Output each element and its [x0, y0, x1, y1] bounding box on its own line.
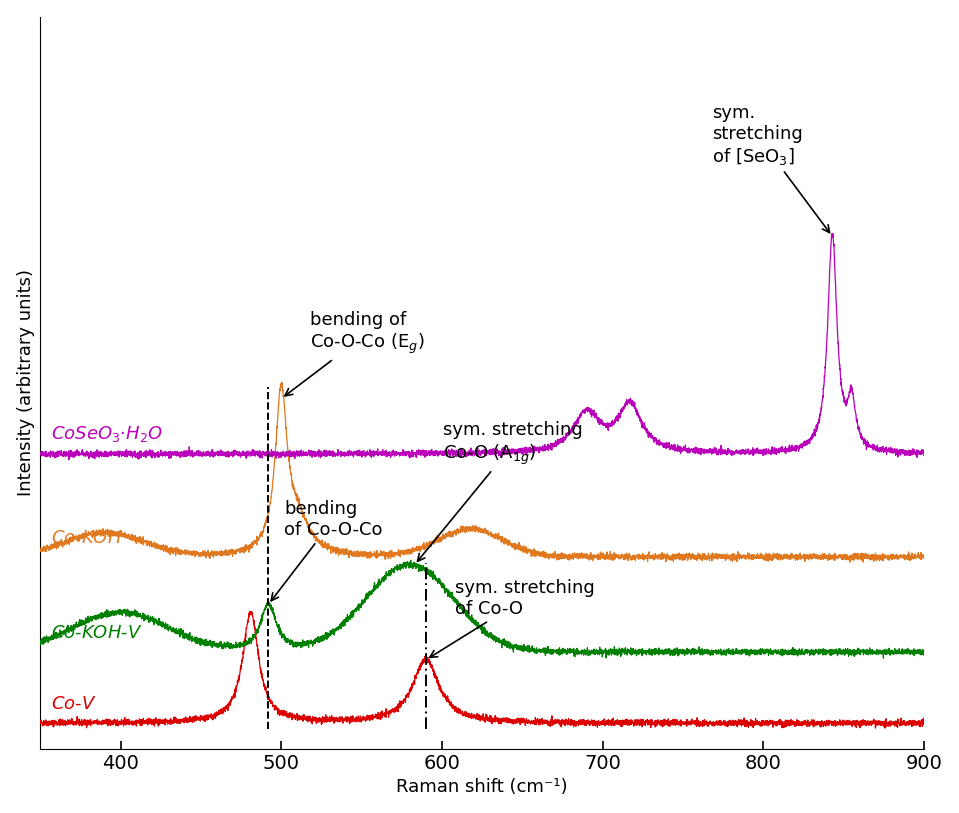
- X-axis label: Raman shift (cm⁻¹): Raman shift (cm⁻¹): [396, 778, 568, 796]
- Y-axis label: Intensity (arbitrary units): Intensity (arbitrary units): [16, 269, 35, 496]
- Text: bending of
Co-O-Co (E$_g$): bending of Co-O-Co (E$_g$): [285, 311, 425, 396]
- Text: sym. stretching
Co-O (A$_{1g}$): sym. stretching Co-O (A$_{1g}$): [417, 421, 583, 561]
- Text: $\it{Co}$-$\it{KOH}$: $\it{Co}$-$\it{KOH}$: [52, 529, 123, 547]
- Text: sym. stretching
of Co-O: sym. stretching of Co-O: [430, 579, 595, 658]
- Text: $\it{CoSeO_3}$$\cdot$$\it{H_2O}$: $\it{CoSeO_3}$$\cdot$$\it{H_2O}$: [52, 424, 163, 444]
- Text: $\it{Co}$-$\it{V}$: $\it{Co}$-$\it{V}$: [52, 695, 97, 713]
- Text: sym.
stretching
of [SeO$_3$]: sym. stretching of [SeO$_3$]: [712, 104, 830, 233]
- Text: bending
of Co-O-Co: bending of Co-O-Co: [271, 500, 383, 601]
- Text: $\it{Co}$-$\it{KOH}$-$\it{V}$: $\it{Co}$-$\it{KOH}$-$\it{V}$: [52, 624, 143, 642]
